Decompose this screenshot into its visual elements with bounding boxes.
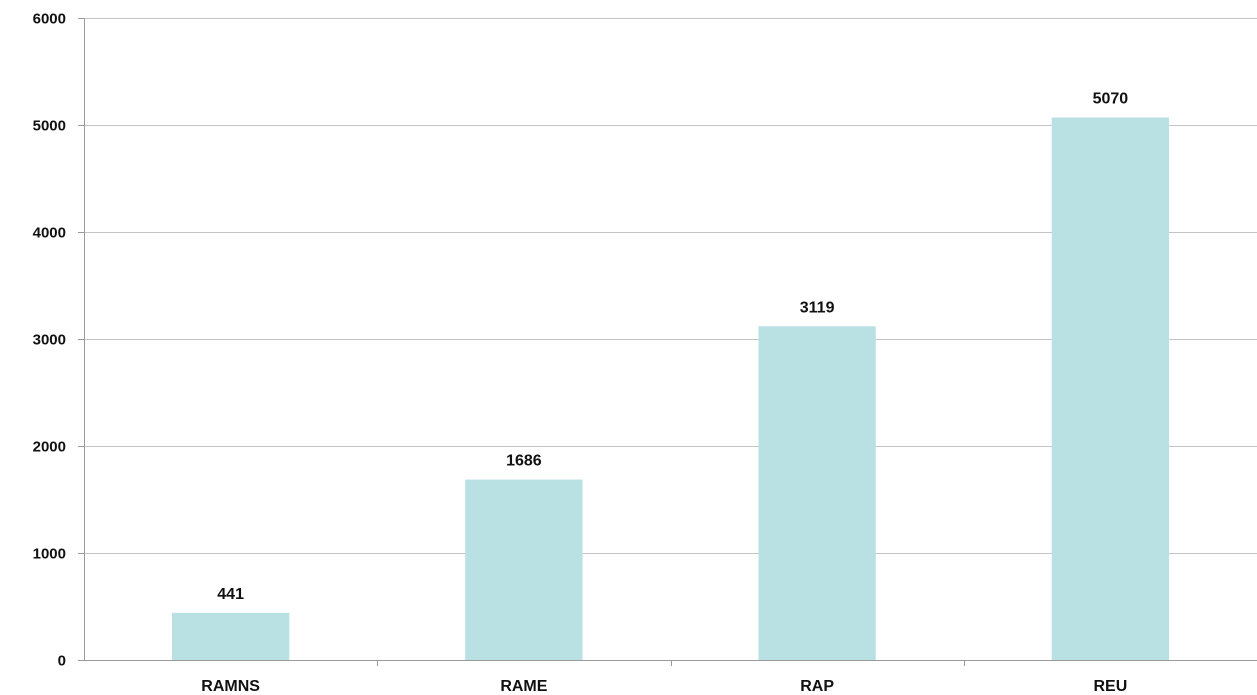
data-label-rap: 3119 [800, 299, 835, 316]
y-tick-label: 5000 [33, 118, 66, 135]
y-tick-label: 0 [58, 653, 66, 670]
y-tick-label: 2000 [33, 439, 66, 456]
x-category-label: RAP [800, 678, 834, 695]
x-category-label: REU [1093, 678, 1127, 695]
data-label-rame: 1686 [506, 453, 542, 470]
data-label-ramns: 441 [217, 586, 244, 603]
bars [171, 117, 1170, 660]
bar-reu [1051, 117, 1170, 660]
x-category-label: RAMNS [201, 678, 260, 695]
y-tick-label: 1000 [33, 546, 66, 563]
y-tick-label: 6000 [33, 11, 66, 28]
data-label-reu: 5070 [1093, 91, 1129, 108]
x-category-label: RAME [500, 678, 547, 695]
labels: 0 1000 2000 3000 4000 5000 6000 441 RAMNS 1686 RAM… [33, 11, 1129, 695]
bar-rap [758, 326, 876, 660]
bar-ramns [171, 612, 290, 660]
bar-rame [465, 479, 583, 660]
y-tick-label: 4000 [33, 225, 66, 242]
y-tick-label: 3000 [33, 332, 66, 349]
axes [78, 18, 1257, 666]
